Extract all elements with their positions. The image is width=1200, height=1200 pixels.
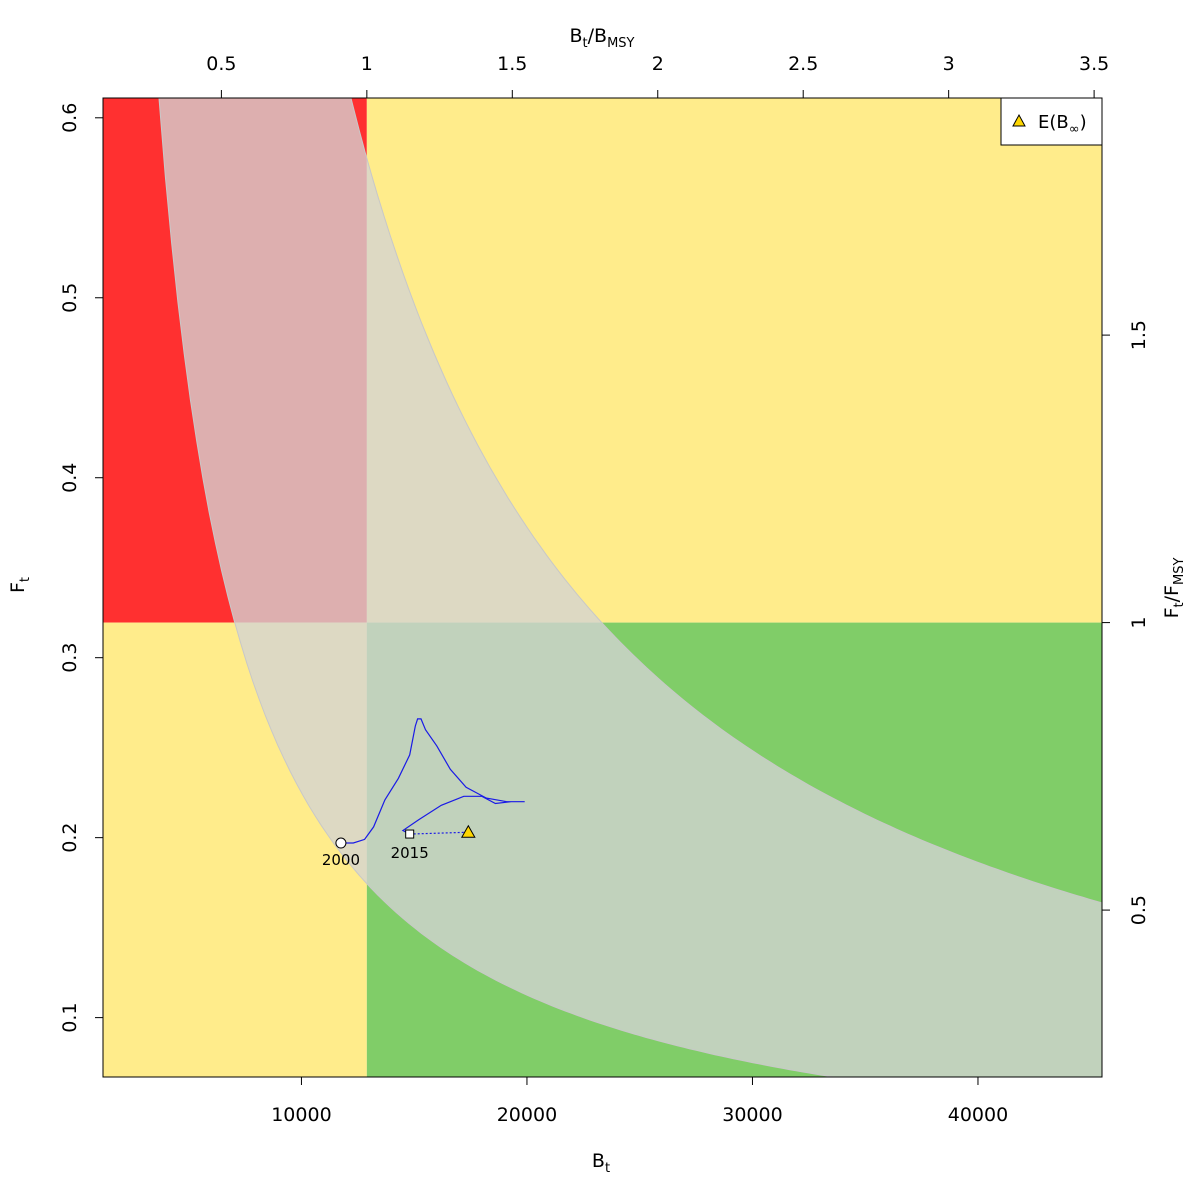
x-tick-label: 20000 [497,1104,557,1126]
msy-band [158,98,1102,1077]
legend: E(B∞) [1000,97,1103,146]
end-year-label: 2015 [391,844,429,862]
top-tick-label: 3.5 [1079,53,1109,75]
start-point-marker [335,837,347,849]
x-axis-bottom: 10000 20000 30000 40000 [271,1077,1008,1126]
projection-line [409,831,469,835]
top-tick-label: 3 [943,53,955,75]
y-tick-label: 0.1 [59,1003,81,1033]
y-axis-left: 0.1 0.2 0.3 0.4 0.5 0.6 [59,103,103,1033]
top-tick-label: 1.5 [497,53,527,75]
svg-text:Bt/BMSY: Bt/BMSY [569,25,634,51]
right-tick-label: 1 [1128,617,1150,629]
x-tick-label: 30000 [722,1104,782,1126]
start-year-label: 2000 [322,851,360,869]
svg-text:Bt: Bt [592,1150,610,1176]
expected-equilibrium-marker [460,824,476,838]
y-tick-label: 0.6 [59,103,81,133]
x-axis-bottom-title: Bt [592,1150,610,1176]
legend-triangle-icon [1012,113,1026,127]
y-tick-label: 0.2 [59,823,81,853]
svg-text:Ft/FMSY: Ft/FMSY [1161,558,1187,619]
right-tick-label: 1.5 [1128,320,1150,350]
biomass-fishing-trajectory [340,718,525,844]
svg-text:Ft: Ft [7,577,33,593]
plot-frame [102,97,1103,1078]
x-axis-top-title: Bt/BMSY [569,25,634,51]
x-axis-top: 0.5 1 1.5 2 2.5 3 3.5 [206,53,1109,98]
top-tick-label: 2.5 [788,53,818,75]
top-tick-label: 2 [652,53,664,75]
y-axis-left-title: Ft [7,577,33,593]
y-tick-label: 0.5 [59,283,81,313]
y-axis-right-title: Ft/FMSY [1161,558,1187,619]
top-tick-label: 0.5 [206,53,236,75]
x-tick-label: 40000 [948,1104,1008,1126]
end-point-marker [405,829,415,839]
y-axis-right: 0.5 1 1.5 [1102,320,1150,925]
y-tick-label: 0.4 [59,463,81,493]
y-tick-label: 0.3 [59,643,81,673]
right-tick-label: 0.5 [1128,895,1150,925]
x-tick-label: 10000 [271,1104,331,1126]
top-tick-label: 1 [361,53,373,75]
legend-label: E(B∞) [1038,112,1087,137]
